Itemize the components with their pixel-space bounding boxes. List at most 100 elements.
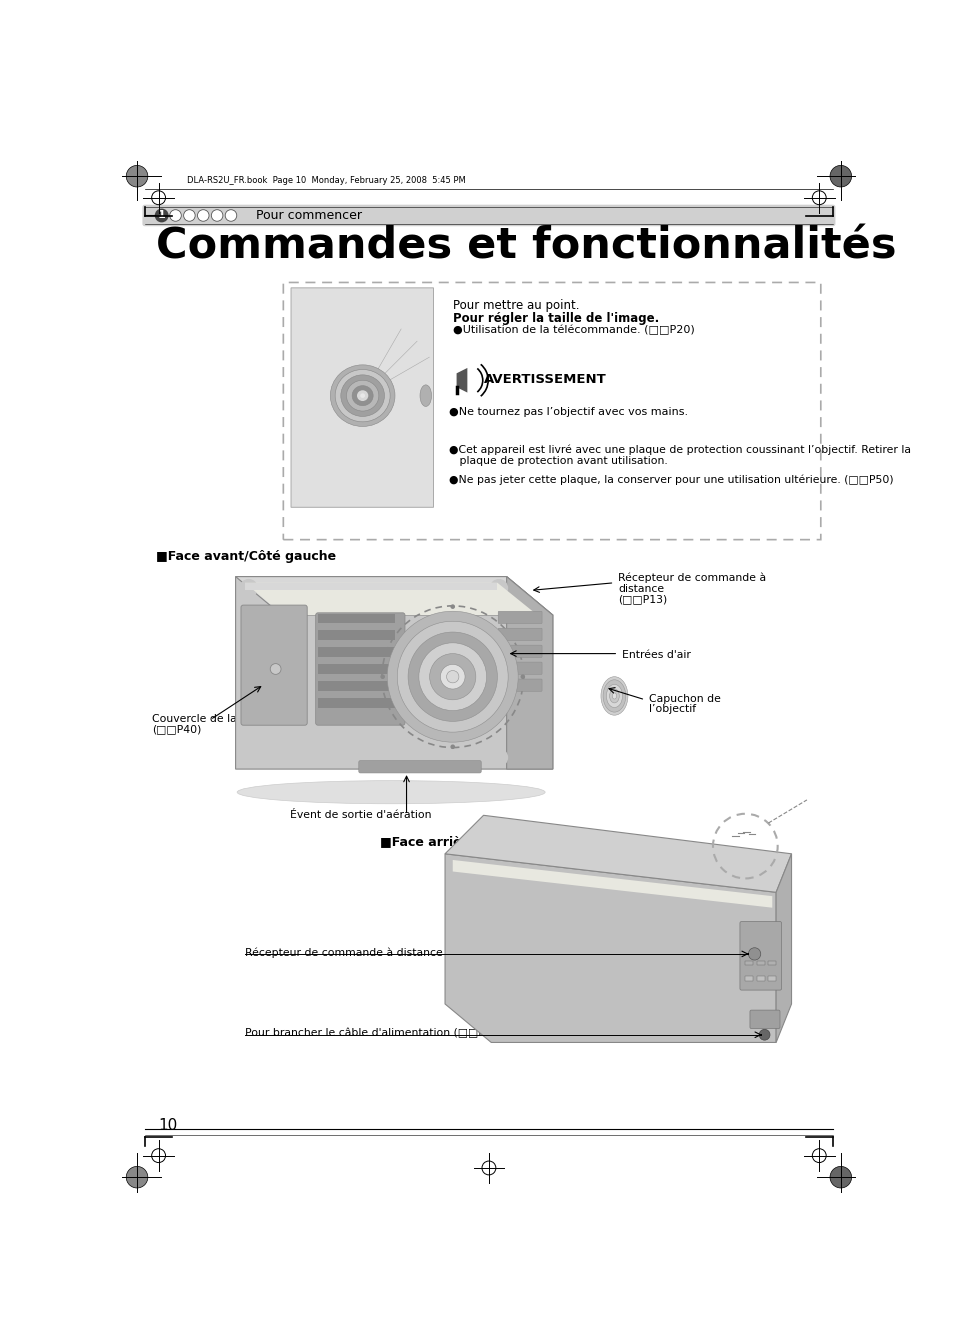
Circle shape (183, 209, 195, 221)
Circle shape (225, 209, 236, 221)
Circle shape (489, 579, 508, 598)
Bar (767, 961, 776, 965)
Circle shape (450, 604, 455, 608)
Text: Évent de sortie d'aération: Évent de sortie d'aération (290, 809, 431, 820)
Ellipse shape (346, 381, 378, 411)
Polygon shape (444, 815, 791, 892)
Polygon shape (444, 854, 776, 1043)
Ellipse shape (237, 781, 544, 804)
Text: ●Ne tournez pas l’objectif avec vos mains.: ●Ne tournez pas l’objectif avec vos main… (449, 407, 687, 417)
Bar (317, 647, 395, 657)
Bar (767, 977, 776, 981)
Ellipse shape (606, 685, 622, 708)
Circle shape (759, 1029, 769, 1040)
Polygon shape (245, 583, 537, 615)
Circle shape (152, 190, 166, 205)
Ellipse shape (356, 390, 368, 401)
FancyBboxPatch shape (497, 679, 541, 691)
Polygon shape (245, 583, 497, 591)
Circle shape (829, 1166, 851, 1189)
Bar (317, 631, 395, 639)
FancyBboxPatch shape (749, 1010, 780, 1029)
Circle shape (440, 665, 464, 689)
Text: (□□P13): (□□P13) (618, 595, 667, 604)
Circle shape (239, 579, 257, 598)
Circle shape (154, 209, 169, 222)
Circle shape (418, 643, 486, 710)
Text: ■Face arrière/Dessus: ■Face arrière/Dessus (379, 835, 530, 848)
Ellipse shape (352, 386, 373, 406)
Ellipse shape (602, 679, 625, 712)
Text: (□□P40): (□□P40) (152, 725, 202, 734)
Ellipse shape (330, 364, 395, 426)
Text: Pour régler la taille de l'image.: Pour régler la taille de l'image. (453, 312, 659, 324)
Text: distance: distance (618, 583, 663, 594)
FancyBboxPatch shape (358, 761, 480, 773)
Ellipse shape (612, 693, 616, 699)
Polygon shape (453, 860, 772, 907)
Circle shape (429, 654, 476, 699)
Text: ●Cet appareil est livré avec une plaque de protection coussinant l’objectif. Ret: ●Cet appareil est livré avec une plaque … (449, 444, 910, 454)
Bar (744, 961, 752, 965)
Bar (317, 698, 395, 708)
Ellipse shape (335, 370, 390, 422)
Circle shape (239, 748, 257, 766)
Text: AVERTISSEMENT: AVERTISSEMENT (484, 373, 606, 386)
Text: 1: 1 (157, 210, 166, 221)
Circle shape (387, 611, 517, 742)
Circle shape (446, 670, 458, 683)
FancyBboxPatch shape (497, 645, 541, 658)
Text: ●Ne pas jeter cette plaque, la conserver pour une utilisation ultérieure. (□□P50: ●Ne pas jeter cette plaque, la conserver… (449, 474, 893, 485)
Circle shape (811, 1148, 825, 1163)
Bar (744, 977, 752, 981)
Circle shape (152, 1148, 166, 1163)
Circle shape (489, 748, 508, 766)
Polygon shape (235, 576, 552, 769)
Polygon shape (235, 576, 552, 615)
Text: ■Face avant/Côté gauche: ■Face avant/Côté gauche (156, 549, 336, 563)
Circle shape (270, 663, 281, 674)
Text: Couvercle de la lampe: Couvercle de la lampe (152, 714, 274, 724)
FancyBboxPatch shape (315, 612, 405, 725)
FancyBboxPatch shape (283, 283, 820, 540)
Polygon shape (456, 369, 467, 393)
Circle shape (811, 190, 825, 205)
Circle shape (126, 165, 148, 188)
Circle shape (748, 947, 760, 959)
Polygon shape (776, 854, 791, 1043)
Circle shape (380, 674, 385, 679)
Circle shape (170, 209, 181, 221)
FancyBboxPatch shape (142, 205, 835, 226)
Bar (317, 665, 395, 674)
FancyBboxPatch shape (497, 611, 541, 623)
FancyBboxPatch shape (740, 922, 781, 990)
Circle shape (126, 1166, 148, 1189)
Text: Pour commencer: Pour commencer (256, 209, 362, 222)
Circle shape (197, 209, 209, 221)
Circle shape (829, 165, 851, 188)
Bar (317, 681, 395, 690)
Ellipse shape (360, 394, 365, 398)
Ellipse shape (340, 375, 384, 417)
FancyBboxPatch shape (241, 606, 307, 725)
Text: DLA-RS2U_FR.book  Page 10  Monday, February 25, 2008  5:45 PM: DLA-RS2U_FR.book Page 10 Monday, Februar… (187, 176, 465, 185)
Text: Récepteur de commande à distance (□□P13): Récepteur de commande à distance (□□P13) (245, 947, 495, 958)
Polygon shape (506, 576, 552, 769)
Bar (756, 961, 763, 965)
Ellipse shape (419, 385, 431, 406)
Bar (317, 614, 395, 623)
Text: Capuchon de: Capuchon de (648, 694, 720, 704)
FancyBboxPatch shape (497, 662, 541, 674)
Text: plaque de protection avant utilisation.: plaque de protection avant utilisation. (449, 457, 667, 466)
Ellipse shape (609, 689, 618, 704)
Text: ●Utilisation de la télécommande. (□□P20): ●Utilisation de la télécommande. (□□P20) (453, 324, 694, 335)
FancyBboxPatch shape (497, 628, 541, 641)
Circle shape (408, 632, 497, 721)
Circle shape (520, 674, 524, 679)
Text: Pour brancher le câble d'alimentation (□□P20): Pour brancher le câble d'alimentation (□… (245, 1028, 502, 1038)
Text: Pour mettre au point.: Pour mettre au point. (453, 299, 578, 312)
Bar (756, 977, 763, 981)
Text: Entrées d'air: Entrées d'air (621, 650, 690, 659)
Circle shape (212, 209, 223, 221)
Circle shape (396, 622, 508, 732)
